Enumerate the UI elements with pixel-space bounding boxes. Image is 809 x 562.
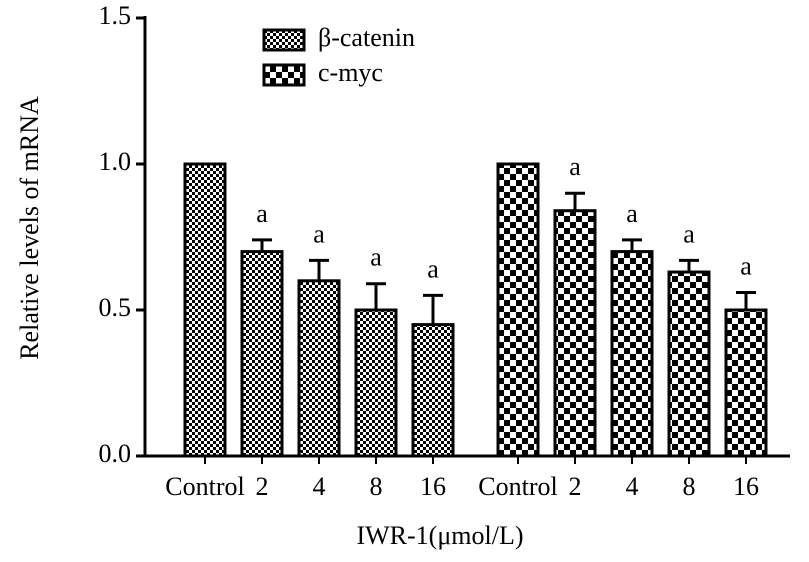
y-tick-label: 1.0: [99, 147, 132, 176]
x-tick-label: Control: [165, 472, 244, 501]
annotation: a: [740, 251, 752, 280]
bar: [240, 250, 284, 458]
bar: [610, 250, 654, 458]
bar: [496, 162, 540, 458]
y-tick-label: 0.0: [99, 439, 132, 468]
legend-label: β-catenin: [318, 23, 415, 52]
annotation: a: [313, 219, 325, 248]
annotation: a: [256, 199, 268, 228]
bar: [354, 308, 398, 458]
x-tick-label: 16: [420, 472, 446, 501]
x-tick-label: 2: [569, 472, 582, 501]
annotation: a: [683, 219, 695, 248]
x-tick-label: 2: [256, 472, 269, 501]
y-tick-label: 1.5: [99, 1, 132, 30]
x-tick-label: 16: [733, 472, 759, 501]
y-tick-label: 0.5: [99, 293, 132, 322]
annotation: a: [427, 254, 439, 283]
legend-swatch: [262, 63, 306, 87]
x-tick-label: 8: [370, 472, 383, 501]
annotation: a: [569, 152, 581, 181]
bar: [183, 162, 227, 458]
y-axis-label: Relative levels of mRNA: [15, 96, 44, 360]
bar: [724, 308, 768, 458]
bar: [411, 323, 455, 458]
x-axis-label: IWR-1(μmol/L): [356, 521, 523, 550]
annotation: a: [626, 199, 638, 228]
x-tick-label: 8: [683, 472, 696, 501]
bar: [297, 279, 341, 458]
legend-swatch: [262, 28, 306, 52]
x-tick-label: 4: [626, 472, 639, 501]
x-tick-label: Control: [478, 472, 557, 501]
bar: [553, 209, 597, 458]
legend-label: c-myc: [318, 58, 383, 87]
annotation: a: [370, 243, 382, 272]
x-tick-label: 4: [313, 472, 326, 501]
bar: [667, 270, 711, 458]
